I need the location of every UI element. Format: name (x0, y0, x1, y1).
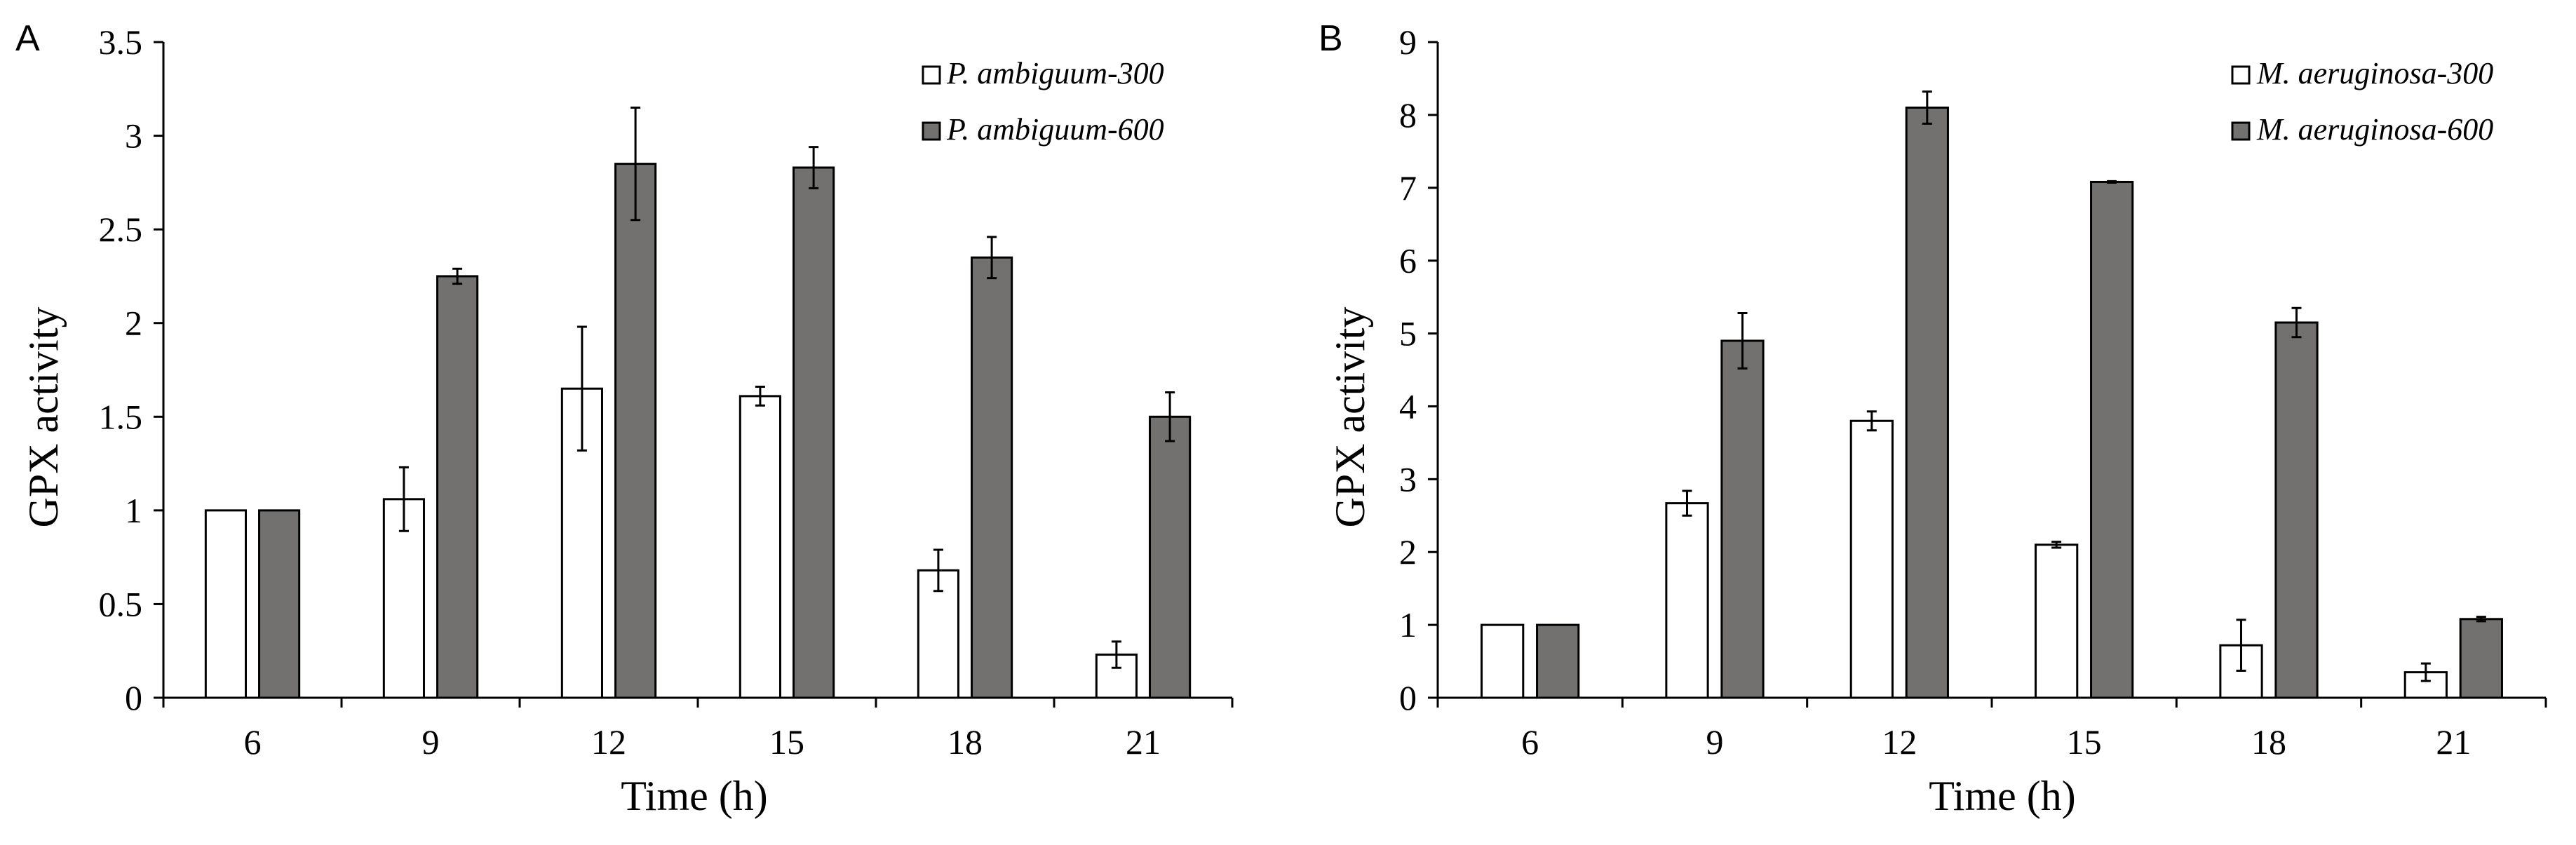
y-tick-label-b-5: 5 (1399, 314, 1417, 353)
x-tick-label-b-12: 12 (1882, 722, 1917, 762)
error-bar-a-600-12 (630, 107, 641, 222)
x-tick-label-b-21: 21 (2436, 722, 2471, 762)
error-bar-b-300-18 (2236, 618, 2246, 672)
bar-a-600-15 (793, 166, 835, 699)
error-bar-a-600-15 (809, 146, 819, 189)
error-bar-a-300-15 (755, 386, 765, 407)
error-bar-a-300-9 (398, 466, 409, 532)
legend-label-a-300: P. ambiguum-300 (946, 56, 1164, 90)
bar-a-600-12 (614, 163, 657, 699)
bar-b-600-21 (2459, 618, 2503, 699)
y-tick-label-a-1: 1 (125, 491, 142, 530)
error-bar-a-300-18 (933, 548, 943, 593)
panel-a-y-axis-title: GPX activity (20, 307, 67, 528)
x-tick-label-b-9: 9 (1706, 722, 1724, 762)
y-tick-label-a-2.5: 2.5 (99, 210, 143, 249)
bar-a-300-6 (204, 509, 247, 699)
bar-b-600-15 (2090, 180, 2134, 699)
x-tick-label-a-18: 18 (948, 722, 983, 762)
panel-b-legend: M. aeruginosa-300 M. aeruginosa-600 (2231, 56, 2493, 147)
legend-swatch-b-300 (2231, 65, 2251, 85)
x-tick-label-a-12: 12 (591, 722, 626, 762)
bar-a-300-9 (382, 498, 425, 699)
x-tick-label-a-15: 15 (769, 722, 804, 762)
legend-swatch-a-300 (922, 65, 941, 85)
legend-swatch-a-600 (922, 121, 941, 141)
bar-b-300-15 (2035, 543, 2079, 699)
y-tick-label-a-1.5: 1.5 (99, 397, 143, 436)
error-bar-b-600-21 (2476, 616, 2486, 623)
panel-a: A 0 0.5 1 1.5 2 2.5 3 3.5 6 9 12 15 18 21 GPX activi… (15, 18, 1234, 819)
error-bar-a-600-9 (452, 267, 463, 285)
y-tick-label-b-9: 9 (1399, 22, 1417, 62)
y-tick-label-a-0: 0 (125, 678, 142, 717)
error-bar-a-300-12 (576, 325, 587, 452)
error-bar-a-300-21 (1111, 640, 1121, 669)
bar-b-300-9 (1665, 502, 1709, 699)
bar-b-600-9 (1720, 339, 1765, 699)
legend-label-b-300: M. aeruginosa-300 (2256, 56, 2493, 90)
bar-a-600-9 (436, 275, 479, 699)
x-tick-label-a-6: 6 (244, 722, 262, 762)
panel-a-y-axis: 0 0.5 1 1.5 2 2.5 3 3.5 (99, 22, 165, 717)
x-tick-label-a-21: 21 (1126, 722, 1161, 762)
error-bar-a-600-18 (987, 236, 997, 280)
panel-b-bars (1481, 90, 2503, 699)
y-tick-label-a-0.5: 0.5 (99, 584, 143, 623)
x-tick-label-b-15: 15 (2067, 722, 2102, 762)
y-tick-label-b-4: 4 (1399, 386, 1417, 426)
y-tick-label-a-2: 2 (125, 304, 142, 343)
x-tick-label-b-6: 6 (1521, 722, 1539, 762)
panel-b-x-axis: 6 9 12 15 18 21 (1436, 696, 2547, 762)
panel-b-y-axis: 0 1 2 3 4 5 6 7 8 9 (1399, 22, 1439, 717)
error-bar-b-300-21 (2420, 662, 2431, 682)
panel-b-y-axis-title: GPX activity (1327, 307, 1373, 528)
legend-label-a-600: P. ambiguum-600 (946, 112, 1164, 147)
bar-b-600-6 (1536, 623, 1580, 699)
bar-a-300-15 (739, 395, 781, 699)
y-tick-label-b-2: 2 (1399, 532, 1417, 572)
y-tick-label-a-3.5: 3.5 (99, 22, 143, 62)
panel-b-x-axis-title: Time (h) (1929, 773, 2075, 819)
bar-a-600-6 (258, 509, 301, 699)
error-bar-b-600-12 (1922, 90, 1932, 125)
y-tick-label-b-0: 0 (1399, 678, 1417, 717)
panel-a-x-axis-title: Time (h) (621, 773, 767, 819)
bar-b-300-12 (1849, 419, 1894, 699)
legend-label-b-600: M. aeruginosa-600 (2256, 112, 2493, 147)
panel-b-letter: B (1319, 18, 1343, 59)
bar-a-600-18 (971, 256, 1013, 699)
y-tick-label-b-7: 7 (1399, 168, 1417, 208)
bar-a-600-21 (1149, 415, 1192, 699)
error-bar-a-600-21 (1165, 391, 1175, 442)
error-bar-b-600-9 (1737, 311, 1748, 370)
y-tick-label-b-1: 1 (1399, 605, 1417, 644)
legend-swatch-b-600 (2231, 121, 2251, 141)
y-tick-label-a-3: 3 (125, 116, 142, 156)
bar-b-600-12 (1905, 107, 1949, 699)
error-bar-b-300-9 (1682, 489, 1692, 517)
y-tick-label-b-6: 6 (1399, 241, 1417, 280)
x-tick-label-b-18: 18 (2251, 722, 2286, 762)
y-tick-label-b-8: 8 (1399, 95, 1417, 135)
bar-b-300-6 (1481, 623, 1525, 699)
x-tick-label-a-9: 9 (422, 722, 440, 762)
bar-b-600-18 (2274, 321, 2319, 699)
error-bar-b-600-18 (2291, 306, 2302, 339)
error-bar-b-600-15 (2107, 180, 2117, 184)
panel-a-bars (204, 107, 1192, 699)
panel-a-x-axis: 6 9 12 15 18 21 (162, 696, 1234, 762)
panel-a-legend: P. ambiguum-300 P. ambiguum-600 (922, 56, 1164, 147)
error-bar-b-300-15 (2051, 541, 2062, 549)
panel-a-letter: A (15, 18, 40, 59)
y-tick-label-b-3: 3 (1399, 459, 1417, 499)
error-bar-b-300-12 (1866, 410, 1877, 432)
